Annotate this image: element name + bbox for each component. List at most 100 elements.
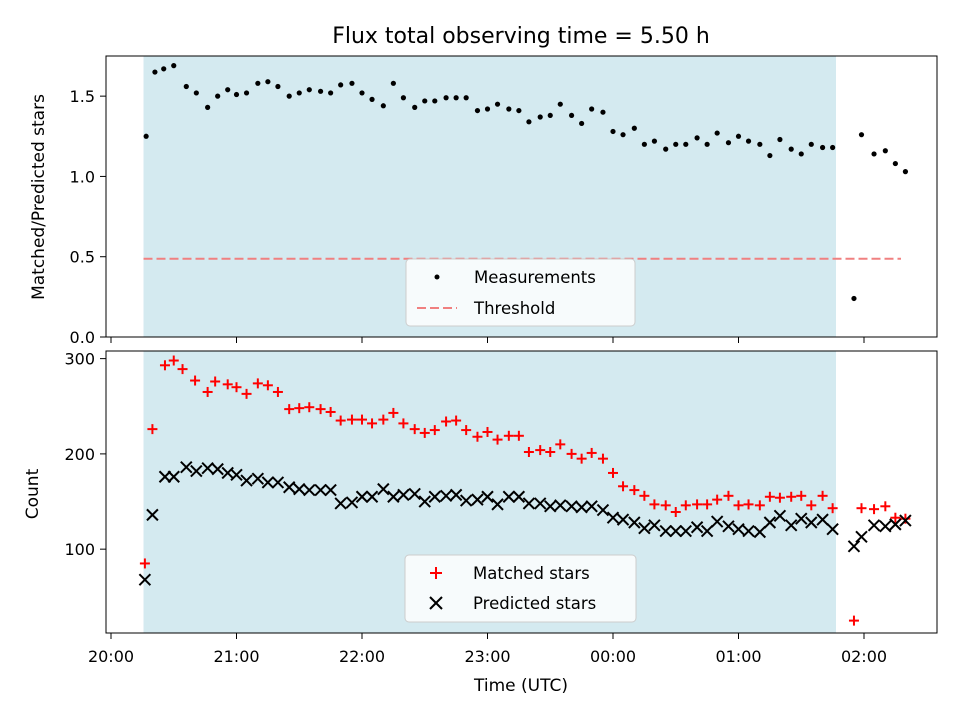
matched-star-point — [523, 446, 534, 457]
matched-star-point — [806, 500, 817, 511]
x-axis-label: Time (UTC) — [473, 676, 568, 696]
measurement-point — [767, 152, 773, 159]
matched-star-point — [429, 425, 440, 436]
bottom-y-axis: 100 200 300 — [64, 350, 106, 559]
measurement-point — [557, 101, 563, 107]
measurement-point — [286, 93, 292, 99]
predicted-star-point — [324, 483, 337, 497]
measurement-point — [902, 169, 909, 175]
measurement-point — [143, 133, 149, 139]
matched-star-point — [461, 425, 472, 436]
matched-star-point — [472, 431, 483, 442]
measurement-point — [537, 114, 543, 120]
matched-star-point — [388, 407, 399, 418]
measurement-point — [359, 90, 365, 96]
matched-stars-series — [139, 355, 911, 626]
x-tick-label: 00:00 — [590, 647, 636, 666]
bottom-plot-frame — [105, 350, 938, 634]
predicted-star-point — [211, 462, 224, 476]
matched-star-point — [262, 380, 273, 391]
matched-star-point — [848, 615, 859, 626]
chart-title: Flux total observing time = 5.50 h — [332, 24, 710, 49]
predicted-star-point — [158, 470, 172, 483]
predicted-star-point — [638, 521, 651, 535]
measurement-point — [610, 128, 616, 135]
predicted-star-point — [471, 493, 484, 506]
x-tick-label: 22:00 — [339, 647, 385, 666]
matched-star-point — [139, 558, 150, 569]
predicted-star-point — [847, 540, 861, 553]
top-y-tick-label: 1.5 — [70, 87, 95, 106]
matched-star-point — [419, 427, 430, 438]
predicted-star-point — [742, 524, 755, 538]
x-tick-label: 01:00 — [715, 647, 761, 666]
matched-star-point — [733, 500, 744, 511]
measurement-point — [193, 90, 199, 96]
predicted-star-point — [826, 522, 839, 536]
matched-star-point — [576, 453, 587, 464]
measurement-point — [306, 87, 312, 93]
predicted-stars-legend-label: Predicted stars — [473, 594, 596, 613]
measurement-point — [380, 103, 386, 109]
measurement-point — [819, 144, 826, 151]
predicted-star-point — [867, 519, 881, 532]
top-x-ticks — [110, 337, 865, 343]
matched-star-point — [325, 406, 336, 417]
matched-star-point — [210, 376, 221, 387]
predicted-star-point — [785, 519, 798, 532]
predicted-star-point — [722, 520, 735, 533]
measurement-point — [600, 109, 606, 115]
predicted-star-point — [167, 470, 180, 483]
predicted-star-point — [387, 490, 400, 503]
matched-star-point — [315, 404, 326, 415]
measurement-point — [631, 125, 637, 131]
bottom-y-tick-label: 200 — [64, 445, 95, 464]
matched-star-point — [222, 379, 233, 390]
predicted-star-point — [669, 524, 682, 538]
measurement-point — [243, 90, 250, 96]
matched-star-point — [608, 467, 618, 478]
measurement-point — [161, 66, 167, 72]
matched-star-point — [754, 500, 765, 511]
predicted-star-point — [365, 490, 379, 503]
predicted-star-point — [565, 500, 578, 513]
predicted-star-point — [763, 516, 777, 529]
matched-star-point — [680, 500, 691, 511]
matched-star-point — [890, 512, 901, 523]
bottom-panel: 100 200 300 20:00 21:00 22:00 23:00 00:00 01:00… — [23, 350, 938, 696]
matched-star-point — [231, 382, 242, 393]
measurement-point — [745, 138, 752, 144]
measurement-point — [484, 106, 491, 112]
predicted-star-point — [180, 461, 193, 474]
predicted-star-point — [418, 495, 431, 508]
matched-star-point — [796, 490, 807, 501]
top-plot-frame — [105, 55, 938, 338]
matched-star-point — [629, 485, 640, 496]
measurement-point — [317, 88, 324, 94]
predicted-star-point — [899, 514, 912, 527]
top-y-axis: 0.0 0.5 1.0 1.5 — [70, 87, 106, 347]
predicted-star-point — [271, 476, 285, 489]
matched-star-point — [764, 491, 775, 502]
predicted-star-point — [628, 516, 641, 529]
measurements-legend-marker — [434, 274, 440, 280]
matched-star-point — [513, 430, 524, 441]
predicted-star-point — [795, 512, 808, 525]
predicted-star-point — [606, 511, 620, 524]
matched-star-point — [586, 447, 597, 458]
predicted-stars-series — [138, 461, 912, 586]
measurement-point — [432, 98, 438, 104]
measurement-point — [798, 151, 804, 157]
predicted-stars-legend-marker — [429, 596, 443, 610]
measurement-point — [296, 90, 302, 96]
matched-star-point — [555, 439, 566, 450]
measurement-point — [526, 119, 532, 125]
predicted-star-point — [773, 509, 787, 523]
measurement-point — [474, 107, 481, 114]
bottom-y-tick-label: 100 — [64, 540, 95, 559]
matched-star-point — [367, 418, 378, 429]
measurement-point — [349, 80, 355, 86]
predicted-star-point — [700, 524, 714, 538]
measurement-point — [714, 130, 720, 136]
x-tick-label: 21:00 — [213, 647, 259, 666]
